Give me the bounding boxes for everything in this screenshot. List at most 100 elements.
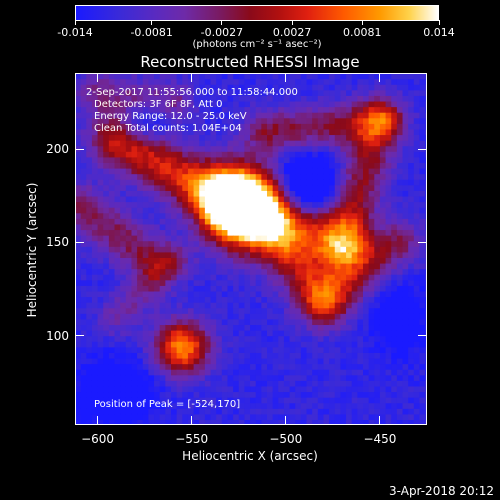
heatmap-cell <box>250 195 257 203</box>
heatmap-cell <box>86 307 93 314</box>
heatmap-cell <box>108 408 116 415</box>
heatmap-cell <box>238 145 246 152</box>
heatmap-cell <box>125 307 133 314</box>
heatmap-cell <box>334 290 342 298</box>
heatmap-cell <box>227 296 234 303</box>
heatmap-cell <box>125 162 133 169</box>
heatmap-cell <box>300 106 308 113</box>
heatmap-cell <box>120 279 127 286</box>
heatmap-cell <box>142 262 150 270</box>
heatmap-cell <box>244 380 251 387</box>
heatmap-cell <box>216 128 223 136</box>
heatmap-cell <box>255 240 262 247</box>
heatmap-cell <box>114 207 121 214</box>
heatmap-cell <box>148 380 155 387</box>
heatmap-cell <box>131 402 138 409</box>
heatmap-cell <box>357 190 364 197</box>
heatmap-cell <box>233 95 240 102</box>
heatmap-cell <box>250 145 257 152</box>
heatmap-cell <box>317 106 325 113</box>
heatmap-cell <box>193 218 200 225</box>
heatmap-cell <box>306 268 313 275</box>
heatmap-cell <box>283 419 291 425</box>
heatmap-cell <box>238 341 246 348</box>
heatmap-cell <box>351 402 358 409</box>
heatmap-cell <box>97 246 104 253</box>
heatmap-cell <box>408 397 415 404</box>
heatmap-cell <box>171 240 178 247</box>
heatmap-cell <box>267 207 274 214</box>
heatmap-cell <box>227 279 234 286</box>
heatmap-cell <box>182 324 189 331</box>
heatmap-cell <box>216 307 223 314</box>
heatmap-cell <box>103 262 110 270</box>
heatmap-cell <box>91 218 99 225</box>
heatmap-cell <box>250 262 257 270</box>
heatmap-cell <box>165 357 172 365</box>
heatmap-cell <box>210 117 217 124</box>
heatmap-cell <box>193 246 200 253</box>
heatmap-cell <box>187 162 195 169</box>
heatmap-cell <box>227 190 234 197</box>
heatmap-cell <box>125 73 133 80</box>
heatmap-cell <box>142 335 150 342</box>
heatmap-cell <box>385 313 392 320</box>
heatmap-cell <box>227 357 234 365</box>
heatmap-cell <box>317 296 325 303</box>
heatmap-cell <box>204 173 212 180</box>
heatmap-cell <box>340 357 347 365</box>
heatmap-cell <box>351 235 358 242</box>
heatmap-cell <box>312 190 319 197</box>
colorbar-tick-label: -0.014 <box>57 26 93 39</box>
heatmap-cell <box>204 106 212 113</box>
heatmap-cell <box>86 162 93 169</box>
heatmap-cell <box>187 145 195 152</box>
heatmap-cell <box>165 335 172 342</box>
heatmap-cell <box>385 419 392 425</box>
heatmap-cell <box>283 240 291 247</box>
heatmap-cell <box>278 95 285 102</box>
heatmap-cell <box>334 212 342 219</box>
heatmap-cell <box>216 117 223 124</box>
heatmap-cell <box>165 112 172 119</box>
heatmap-cell <box>413 285 421 292</box>
heatmap-cell <box>295 313 302 320</box>
heatmap-cell <box>272 240 279 247</box>
heatmap-cell <box>221 363 229 370</box>
heatmap-cell <box>233 151 240 158</box>
heatmap-cell <box>159 290 166 298</box>
heatmap-cell <box>272 84 279 91</box>
heatmap-cell <box>340 302 347 309</box>
heatmap-cell <box>182 391 189 398</box>
heatmap-cell <box>368 89 375 96</box>
heatmap-cell <box>312 324 319 331</box>
heatmap-cell <box>312 251 319 258</box>
heatmap-cell <box>385 100 392 108</box>
heatmap-cell <box>176 391 183 398</box>
heatmap-cell <box>154 162 161 169</box>
heatmap-cell <box>250 313 257 320</box>
heatmap-cell <box>267 190 274 197</box>
heatmap-cell <box>187 307 195 314</box>
heatmap-cell <box>75 246 82 253</box>
heatmap-cell <box>289 413 296 421</box>
heatmap-cell <box>379 84 387 91</box>
heatmap-cell <box>295 324 302 331</box>
heatmap-cell <box>396 357 404 365</box>
heatmap-cell <box>250 123 257 130</box>
heatmap-cell <box>272 246 279 253</box>
heatmap-cell <box>413 251 421 258</box>
heatmap-cell <box>351 134 358 141</box>
heatmap-cell <box>176 156 183 163</box>
heatmap-cell <box>125 262 133 270</box>
heatmap-cell <box>182 330 189 337</box>
heatmap-cell <box>216 290 223 298</box>
heatmap-cell <box>283 78 291 85</box>
heatmap-cell <box>340 397 347 404</box>
heatmap-cell <box>317 408 325 415</box>
heatmap-cell <box>204 151 212 158</box>
heatmap-cell <box>391 151 398 158</box>
heatmap-cell <box>91 296 99 303</box>
heatmap-cell <box>368 352 375 359</box>
heatmap-cell <box>261 156 268 163</box>
